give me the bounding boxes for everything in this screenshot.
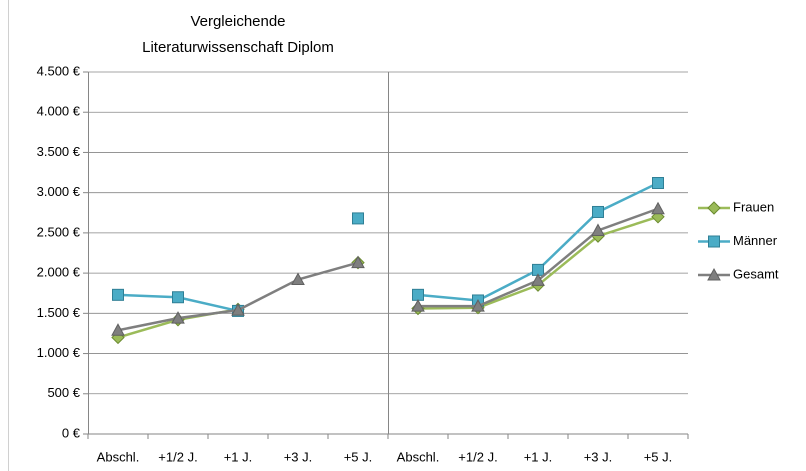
x-tick-label: +1/2 J. bbox=[158, 449, 197, 464]
title-line: Literaturwissenschaft Diplom bbox=[142, 39, 334, 56]
marker bbox=[412, 288, 424, 301]
marker bbox=[411, 299, 425, 312]
x-tick-label: Abschl. bbox=[97, 449, 140, 464]
x-tick-label: +1 J. bbox=[524, 449, 553, 464]
panel-title: Vergleichende Literaturwissenschaft Diplo… bbox=[142, 13, 334, 56]
marker bbox=[352, 212, 364, 225]
marker bbox=[707, 267, 721, 281]
marker bbox=[708, 235, 720, 248]
marker bbox=[111, 323, 125, 336]
y-tick-label: 3.500 € bbox=[37, 144, 81, 159]
x-tick-label: +1 J. bbox=[224, 449, 253, 464]
x-tick-label: +3 J. bbox=[584, 449, 613, 464]
marker bbox=[231, 303, 245, 316]
marker bbox=[591, 223, 605, 236]
marker bbox=[471, 299, 485, 312]
legend-label: Gesamt bbox=[733, 266, 779, 281]
y-tick-label: 3.000 € bbox=[37, 184, 81, 199]
y-tick-label: 4.000 € bbox=[37, 104, 81, 119]
x-tick-label: +5 J. bbox=[344, 449, 373, 464]
marker bbox=[172, 291, 184, 304]
marker bbox=[651, 201, 665, 215]
series-line bbox=[417, 215, 659, 310]
x-tick-label: +5 J. bbox=[644, 449, 673, 464]
title-line: Vergleichende bbox=[190, 13, 285, 30]
marker bbox=[707, 201, 721, 215]
x-tick-label: +1/2 J. bbox=[458, 449, 497, 464]
y-tick-label: 1.500 € bbox=[37, 305, 81, 320]
marker bbox=[531, 273, 545, 286]
y-tick-label: 500 € bbox=[47, 385, 80, 400]
marker bbox=[171, 311, 185, 324]
y-tick-label: 2.500 € bbox=[37, 224, 81, 239]
legend-label: Frauen bbox=[733, 199, 774, 214]
y-tick-label: 4.500 € bbox=[37, 63, 81, 78]
marker bbox=[291, 272, 305, 286]
marker bbox=[592, 205, 604, 218]
y-tick-label: 1.000 € bbox=[37, 345, 81, 360]
marker bbox=[351, 255, 365, 269]
marker bbox=[112, 288, 124, 301]
y-tick-label: 2.000 € bbox=[37, 265, 81, 280]
x-tick-label: Abschl. bbox=[397, 449, 440, 464]
x-tick-label: +3 J. bbox=[284, 449, 313, 464]
legend-label: Männer bbox=[733, 233, 778, 248]
y-tick-label: 0 € bbox=[62, 425, 81, 440]
marker bbox=[652, 177, 664, 190]
